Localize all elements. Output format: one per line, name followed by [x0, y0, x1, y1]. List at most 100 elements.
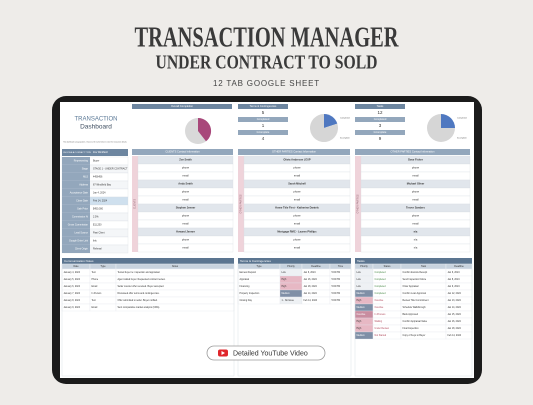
cell-text: 1 - No Issue	[282, 300, 295, 302]
cell-text: Jan 18, 2024	[448, 328, 462, 330]
cell-text: Jan 16, 2024	[304, 279, 318, 281]
table-title: Communication Notes	[64, 259, 94, 263]
details-label: Gross Commission	[68, 224, 89, 227]
cell-text: Discussed offer terms and contingencies.	[118, 292, 160, 295]
contact-value: Mortgage RMC - Lauren Phillips	[277, 230, 317, 234]
cell-text: Jan 12, 2024	[448, 293, 462, 295]
video-button[interactable]	[206, 345, 326, 361]
summary-title: Terms & Contingencies	[250, 104, 277, 108]
cell-text: Confirm Appraisal Value	[403, 320, 428, 323]
cell-text: Offer submitted to seller. Buyer notifie…	[118, 299, 159, 302]
contact-value: phone	[293, 214, 301, 218]
cell-text: Review Title Commitment	[403, 299, 429, 302]
contact-value: phone	[182, 166, 190, 170]
cell-text: Waiting	[375, 320, 383, 323]
details-value: link	[93, 240, 97, 243]
cell-text: Low	[282, 272, 287, 274]
contact-value: Home Title First - Katherine Daniels	[275, 206, 319, 210]
cell-text: Schedule Walkthrough	[403, 306, 427, 309]
cell-text: Seller counter offer received. Buyer acc…	[118, 285, 165, 288]
summary-label-bg	[355, 130, 405, 135]
cell-text: Send Inspection Notice	[403, 278, 427, 281]
video-button-label[interactable]: Detailed YouTube Video	[233, 350, 308, 357]
summary-incomplete: 9	[379, 136, 382, 141]
column-header: Status	[384, 265, 392, 268]
cell-text: High	[357, 321, 362, 323]
details-value: 87 Windfield Bay	[93, 184, 112, 187]
column-header: Type	[256, 265, 262, 268]
summary-completed-label: Completed	[374, 117, 387, 121]
cell-text: January 9, 2024	[64, 306, 81, 309]
cell-text: Completed	[375, 292, 387, 295]
cell-text: Jan 18, 2024	[304, 286, 318, 288]
details-label: MLS	[83, 176, 88, 179]
cell-text: High	[282, 279, 287, 281]
cell-text: January 8, 2024	[64, 299, 81, 302]
table-border	[237, 263, 352, 377]
contact-value: email	[294, 198, 301, 202]
cell-text: Feb 14, 2024	[448, 335, 462, 337]
cell-text: Completed	[375, 285, 387, 288]
contact-value: phone	[412, 214, 420, 218]
overall-title: Overall Completion	[171, 104, 194, 108]
cell-text: 5:00 PM	[332, 293, 341, 295]
cell-text: January 4, 2024	[64, 271, 81, 274]
cell-text: Earnest Deposit	[240, 271, 257, 274]
details-label: Representing	[74, 160, 89, 163]
contact-value: email	[412, 198, 419, 202]
contact-value: email	[182, 174, 189, 178]
cell-text: Jan 15, 2024	[448, 314, 462, 316]
dashboard-title: TRANSACTION	[74, 117, 117, 123]
summary-completed-label: Completed	[257, 117, 270, 121]
contact-value: email	[294, 246, 301, 250]
subtitle: UNDER CONTRACT TO SOLD	[156, 52, 378, 74]
details-value: Referral	[93, 248, 102, 251]
cell-text: Phone	[92, 279, 99, 281]
summary-completed: 1	[262, 123, 265, 128]
summary-box-title-bg	[355, 104, 405, 109]
cell-text: Jan 14, 2024	[448, 307, 462, 309]
cell-text: 5:00 PM	[332, 272, 341, 274]
contact-row	[243, 243, 351, 253]
cell-text: Low	[357, 272, 362, 274]
details-value: Buyer	[93, 160, 99, 163]
cell-text: Completed	[375, 271, 387, 274]
pie-legend: Incomplete	[340, 137, 351, 140]
contact-side	[132, 156, 138, 252]
contact-side	[355, 156, 361, 252]
details-label: Address	[79, 184, 89, 187]
details-heading-value: Zoe Windfield	[93, 151, 108, 154]
cell-text: Overdue	[375, 299, 385, 302]
cell-text: January 7, 2024	[64, 292, 81, 295]
pie-slice	[310, 114, 338, 143]
contact-side-label: CLIENTS	[134, 199, 137, 210]
cell-text: Jan 6, 2024	[448, 272, 461, 274]
details-label: Close Date	[76, 200, 88, 203]
column-header: Notes	[172, 265, 179, 268]
summary-total: 5	[262, 110, 265, 115]
table-border	[354, 263, 473, 377]
cell-text: High	[357, 328, 362, 330]
cell-text: Agent called buyer. Requested contract r…	[118, 278, 166, 281]
tagline: 12 TAB GOOGLE SHEET	[213, 79, 320, 88]
details-label-bg	[62, 157, 90, 165]
contact-value: email	[182, 246, 189, 250]
details-heading: CHOOSE A CONTACT TYPE	[63, 151, 92, 154]
cell-text: 5:00 PM	[332, 286, 341, 288]
details-label: Acceptance Date	[70, 192, 89, 195]
contact-value: email	[182, 198, 189, 202]
cell-text: Not Started	[375, 334, 387, 337]
summary-completed: 3	[379, 123, 382, 128]
pie-legend: Incomplete	[457, 137, 468, 140]
contact-value: email	[412, 174, 419, 178]
details-label-bg	[62, 173, 90, 181]
cell-text: In Person	[92, 292, 103, 295]
contact-value: Stephen Jenner	[176, 206, 195, 210]
summary-incomplete-label: Incomplete	[257, 130, 270, 134]
cell-text: Bank Approved	[403, 313, 419, 316]
cell-text: Jan 9, 2024	[448, 286, 461, 288]
details-label: Google Drive Link	[69, 240, 89, 243]
contact-value: Andy Smith	[178, 182, 193, 186]
table-title: Tasks	[357, 259, 365, 263]
